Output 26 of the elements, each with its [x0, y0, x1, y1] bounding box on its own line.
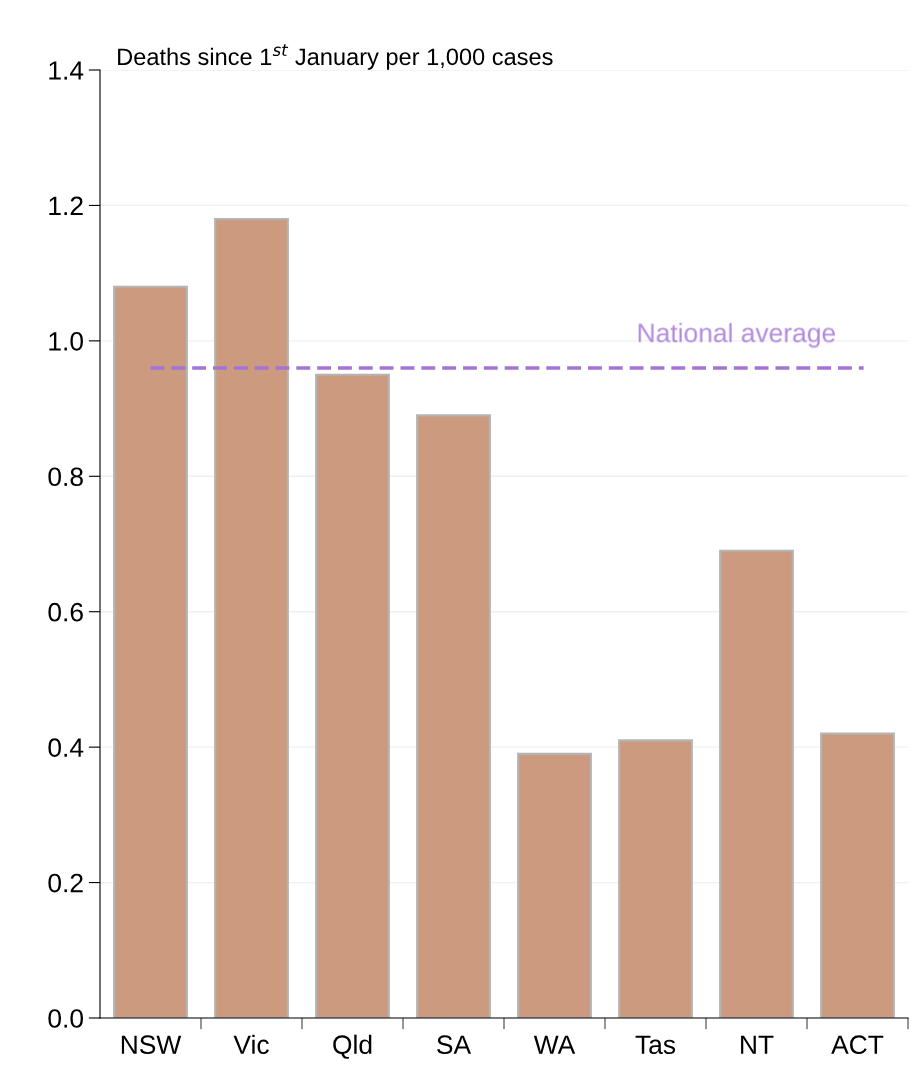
y-tick-label: 0.2 — [48, 873, 83, 893]
x-tick-label: Qld — [333, 1034, 372, 1059]
x-tick-label: Tas — [635, 1035, 676, 1055]
y-axis-title: Deaths since 1$^{st}$ January per 1,000 cases — [118, 44, 553, 70]
y-tick-label: 0.4 — [48, 738, 84, 757]
x-tick-label: NSW — [121, 1035, 182, 1055]
bar — [416, 414, 491, 1018]
bar — [618, 739, 693, 1018]
y-tick-label: 1.0 — [49, 331, 83, 351]
y-tick-label: 0.0 — [48, 1009, 83, 1028]
bar — [214, 217, 289, 1018]
x-tick-label: NT — [741, 1035, 774, 1054]
y-tick-label: 0.6 — [48, 602, 83, 622]
bar — [719, 549, 794, 1018]
bar — [113, 285, 188, 1018]
bar — [315, 373, 390, 1018]
y-tick-label: 0.8 — [48, 467, 83, 487]
ref-line-label: National average — [638, 323, 835, 348]
x-tick-label: ACT — [831, 1035, 884, 1055]
y-tick-label: 1.4 — [49, 61, 84, 80]
x-tick-label: Vic — [233, 1034, 269, 1055]
bar — [820, 732, 895, 1018]
x-tick-label: SA — [437, 1035, 472, 1055]
bar — [517, 752, 592, 1018]
y-tick-label: 1.2 — [49, 196, 83, 215]
x-tick-label: WA — [533, 1035, 576, 1054]
